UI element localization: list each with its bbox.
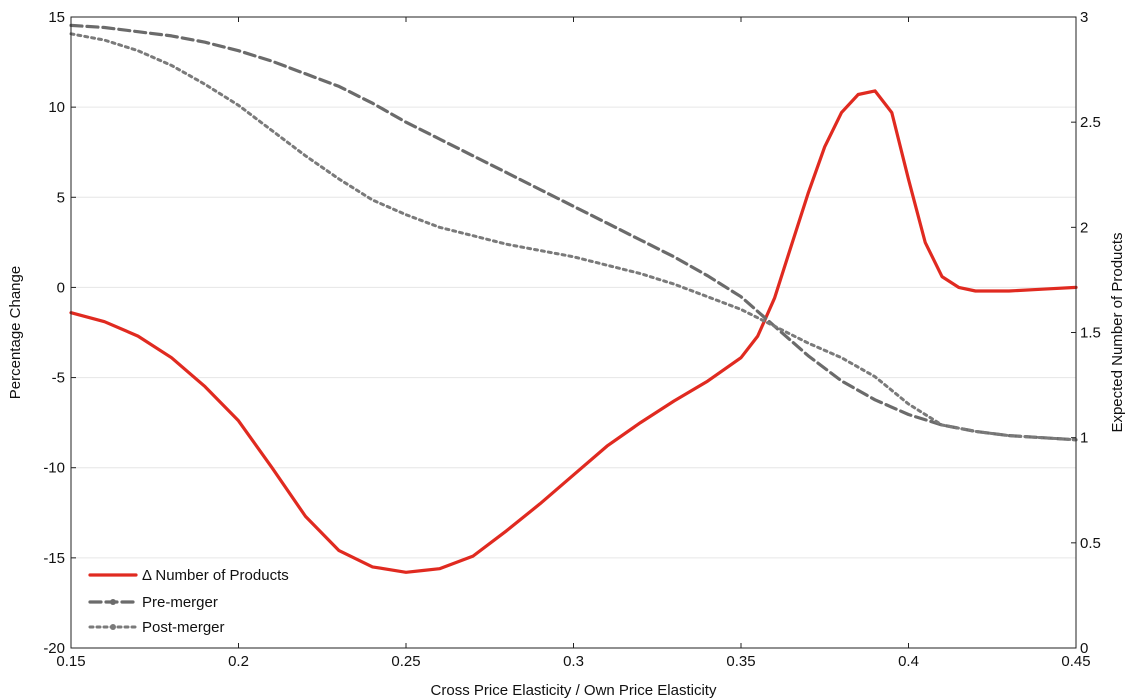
x-tick-label: 0.15 (56, 653, 85, 670)
legend-marker (110, 624, 116, 630)
y-tick-label: 5 (57, 189, 65, 206)
y-tick-label: -20 (43, 640, 65, 657)
series-line-solid (69, 89, 1078, 574)
grid (71, 106, 1076, 559)
x-tick-label: 0.45 (1061, 653, 1090, 670)
tick-labels: -20 -15 -10 -5 0 5 10 15 0 0.5 1 1.5 2 2.5 3 0.15 0.2 0.2… (43, 9, 1101, 670)
x-tick-label: 0.4 (898, 653, 919, 670)
legend-marker (110, 599, 116, 605)
x-tick-label: 0.2 (228, 653, 249, 670)
legend-label: Pre-merger (142, 594, 218, 611)
axis-ticks (70, 16, 1077, 649)
y2-tick-label: 2 (1080, 219, 1088, 236)
legend: Δ Number of Products Pre-merger Post-merge… (88, 567, 289, 636)
y2-tick-label: 1.5 (1080, 325, 1101, 342)
y-axis-title: Percentage Change (7, 266, 24, 399)
x-tick-label: 0.35 (726, 653, 755, 670)
y2-tick-label: 3 (1080, 9, 1088, 26)
y-tick-label: 10 (48, 99, 65, 116)
legend-label: Post-merger (142, 619, 225, 636)
y-tick-label: -10 (43, 460, 65, 477)
y-tick-label: -5 (52, 370, 65, 387)
y2-tick-label: 1 (1080, 430, 1088, 447)
y-tick-label: -15 (43, 550, 65, 567)
y2-tick-label: 0.5 (1080, 535, 1101, 552)
x-tick-label: 0.3 (563, 653, 584, 670)
y-tick-label: 15 (48, 9, 65, 26)
series-lines (69, 23, 1078, 574)
legend-label: Δ Number of Products (142, 567, 289, 584)
series-line-dashed (69, 23, 1078, 442)
y2-tick-label: 2.5 (1080, 114, 1101, 131)
x-tick-label: 0.25 (391, 653, 420, 670)
y2-axis-title: Expected Number of Products (1109, 232, 1126, 432)
x-axis-title: Cross Price Elasticity / Own Price Elast… (431, 682, 717, 698)
y-tick-label: 0 (57, 279, 65, 296)
series-line-dotted (69, 32, 1078, 442)
plot-frame (70, 16, 1077, 649)
y2-tick-label: 0 (1080, 640, 1088, 657)
